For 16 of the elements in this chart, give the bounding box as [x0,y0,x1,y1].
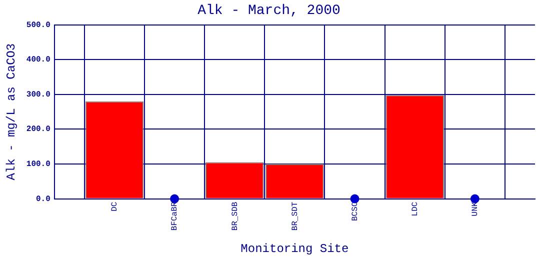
y-tick-label: 300.0 [26,90,51,100]
y-tick-label: 200.0 [26,125,51,134]
y-tick-label: 400.0 [26,56,51,65]
y-tick-label: 0.0 [36,194,51,204]
y-axis-title: Alk - mg/L as CaCO3 [4,43,18,180]
x-tick-label: LDC [410,202,420,216]
x-tick-label: BFCaBR [170,202,180,231]
y-tick-label: 100.0 [26,160,51,170]
x-tick-label: BCSC [350,202,360,221]
x-axis-title: Monitoring Site [240,242,349,256]
x-tick-label: BR_SDT [290,202,300,231]
x-tick-label: DC [110,202,120,212]
x-tick-label: UNK [471,202,480,216]
y-tick-label: 500.0 [26,20,51,30]
chart-title: Alk - March, 2000 [198,3,340,20]
x-tick-label: BR_SDB [230,202,240,231]
